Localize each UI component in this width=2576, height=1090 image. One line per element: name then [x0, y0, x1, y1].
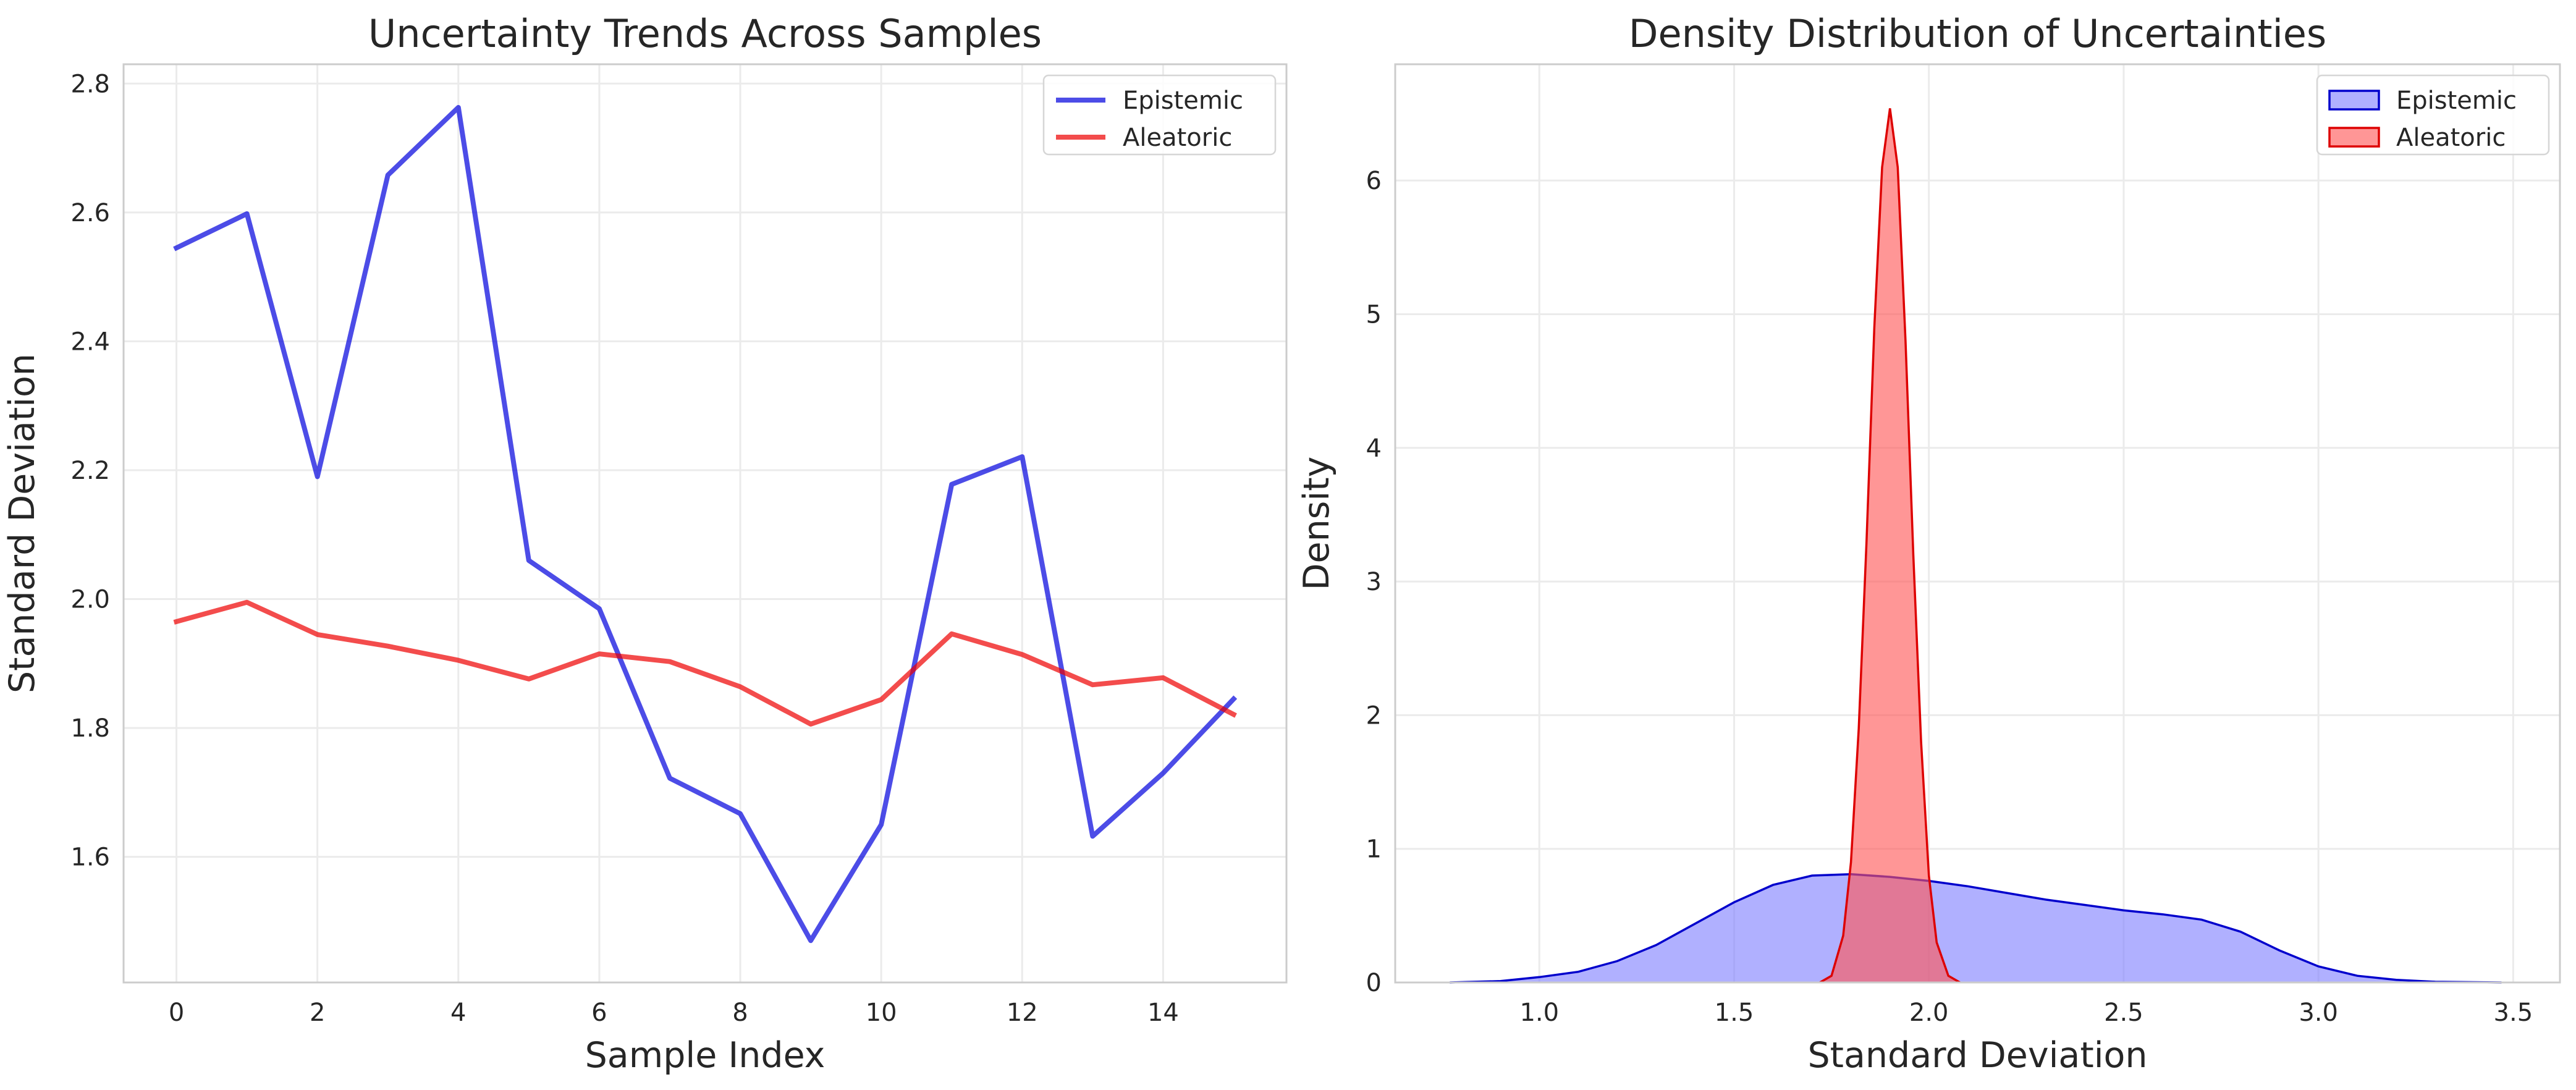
y-tick-label: 2.4 — [70, 327, 110, 356]
density-chart-panel: 1.0 1.5 2.0 2.5 3.0 3.5 0 1 2 3 4 5 6 Density Distri… — [1296, 11, 2561, 1076]
plot-frame — [122, 63, 1288, 984]
y-tick-label: 1 — [1366, 835, 1382, 864]
x-tick-label: 1.5 — [1715, 999, 1754, 1027]
y-tick-label: 1.6 — [70, 843, 110, 872]
y-tick-label: 3 — [1366, 568, 1382, 596]
density-line-epistemic — [1450, 873, 2502, 984]
x-tick-label: 4 — [450, 999, 466, 1027]
legend: Epistemic Aleatoric — [1042, 74, 1277, 156]
legend-label-aleatoric: Aleatoric — [1123, 124, 1232, 152]
legend: Epistemic Aleatoric — [2316, 74, 2550, 156]
x-axis-label: Sample Index — [585, 1035, 826, 1076]
y-tick-label: 5 — [1366, 300, 1382, 329]
x-tick-label: 10 — [866, 999, 897, 1027]
density-line-aleatoric — [1819, 108, 1961, 984]
legend-label-aleatoric: Aleatoric — [2396, 124, 2506, 152]
y-axis-label: Standard Deviation — [2, 353, 43, 693]
chart-title: Uncertainty Trends Across Samples — [368, 11, 1042, 56]
x-tick-label: 2 — [310, 999, 325, 1027]
x-tick-label: 3.5 — [2494, 999, 2533, 1027]
x-tick-label: 3.0 — [2299, 999, 2338, 1027]
y-tick-label: 2.6 — [70, 199, 110, 227]
density-area-epistemic — [1450, 874, 2502, 982]
y-tick-label: 1.8 — [70, 714, 110, 743]
y-tick-label: 2.0 — [70, 586, 110, 614]
plot-frame — [1394, 63, 2561, 984]
y-tick-label: 4 — [1366, 434, 1382, 463]
y-axis-label: Density — [1296, 457, 1337, 591]
y-tick-label: 2.2 — [70, 457, 110, 485]
x-tick-label: 2.0 — [1909, 999, 1949, 1027]
x-axis-label: Standard Deviation — [1807, 1035, 2147, 1076]
line-chart-panel: 0 2 4 6 8 10 12 14 1.6 1.8 2.0 2.2 2.4 2.6 2.8 Uncerta… — [2, 11, 1288, 1076]
chart-title: Density Distribution of Uncertainties — [1629, 11, 2327, 56]
legend-label-epistemic: Epistemic — [1123, 87, 1243, 115]
x-tick-label: 2.5 — [2104, 999, 2143, 1027]
y-tick-label: 6 — [1366, 167, 1382, 195]
x-tick-label: 1.0 — [1519, 999, 1559, 1027]
y-tick-label: 0 — [1366, 969, 1382, 997]
x-tick-label: 14 — [1147, 999, 1179, 1027]
x-tick-label: 0 — [169, 999, 184, 1027]
density-area-aleatoric — [1820, 108, 1961, 982]
x-tick-label: 12 — [1007, 999, 1038, 1027]
x-tick-label: 6 — [591, 999, 607, 1027]
legend-label-epistemic: Epistemic — [2396, 87, 2517, 115]
x-tick-label: 8 — [732, 999, 748, 1027]
legend-swatch-aleatoric — [2328, 127, 2380, 148]
legend-swatch-epistemic — [2328, 90, 2380, 111]
y-tick-label: 2.8 — [70, 70, 110, 98]
series-line-aleatoric — [173, 599, 1237, 727]
series-line-epistemic — [173, 104, 1238, 944]
y-tick-label: 2 — [1366, 701, 1382, 730]
